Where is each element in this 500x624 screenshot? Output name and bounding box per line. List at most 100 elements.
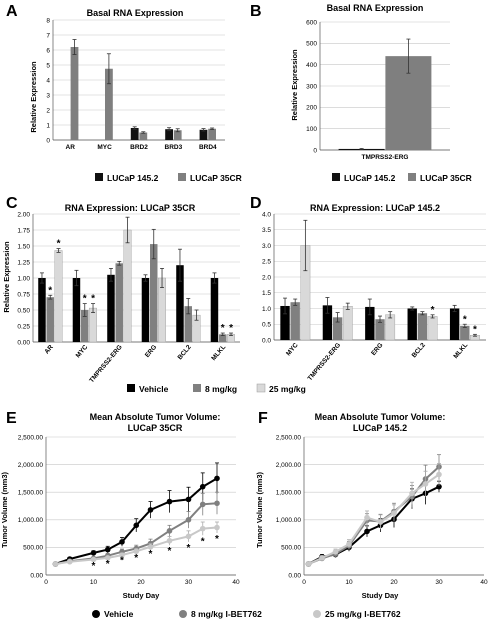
pA-bar (105, 68, 113, 140)
pB-y-tick-label: 100 (306, 126, 317, 133)
panel-f-plot: 0.00 500.00 1,000.00 1,500.00 2,000.00 2,500.… (276, 434, 488, 586)
pF-x-tick-label: 10 (345, 579, 353, 586)
pF-data-point (364, 514, 370, 521)
pA-category-label: BRD4 (199, 144, 217, 151)
pF-series-line (308, 466, 440, 565)
pC-y-tick-label: 0.25 (17, 323, 30, 330)
panel-a-y-axis-label: Relative Expression (29, 61, 38, 133)
pD-y-tick-label: 1.0 (262, 306, 271, 313)
pD-bar (280, 305, 290, 340)
pE-data-point (147, 544, 154, 550)
legend-label-vehicle-dose: Vehicle (104, 609, 134, 619)
panel-label-b: B (250, 3, 262, 20)
pE-data-point (214, 500, 220, 507)
pC-significance-marker: * (229, 323, 233, 334)
legend-label-8mg: 8 mg/kg (205, 384, 237, 394)
pA-y-tick-label: 0 (46, 137, 50, 144)
pA-bar (165, 129, 173, 140)
pF-y-tick-label: 0.00 (288, 572, 301, 579)
pB-y-tick-label: 400 (306, 62, 317, 69)
pE-significance-marker: * (120, 556, 124, 567)
pC-y-tick-label: 1.75 (17, 227, 30, 234)
pA-bar (139, 132, 148, 140)
panel-f-y-axis-label: Tumor Volume (mm3) (255, 472, 264, 548)
panel-label-a: A (6, 3, 18, 20)
pC-bar (184, 306, 192, 342)
pC-bar (89, 307, 97, 343)
pC-bar (150, 244, 158, 342)
pE-x-tick-label: 30 (185, 579, 193, 586)
pF-series-line (308, 473, 440, 565)
pD-bar (322, 305, 333, 340)
panel-e-subtitle: LUCaP 35CR (128, 423, 183, 433)
pE-significance-marker: * (168, 546, 172, 557)
pB-y-tick-label: 0 (313, 147, 317, 154)
pE-y-tick-label: 1,000.00 (18, 517, 44, 524)
pC-category-label: TMPRSS2-ERG (88, 344, 124, 384)
pE-x-tick-label: 10 (90, 579, 98, 586)
panel-f-x-axis-label: Study Day (362, 591, 400, 600)
panel-e-plot: 0.00 500.00 1,000.00 1,500.00 2,000.00 2,500.… (18, 434, 240, 586)
pD-y-tick-label: 4.0 (262, 211, 271, 218)
pC-bar (123, 229, 132, 343)
pF-x-tick-label: 0 (302, 579, 306, 586)
pC-y-tick-label: 1.00 (17, 275, 30, 282)
pA-category-label: BRD2 (130, 144, 148, 151)
pD-category-label: TMPRSS2-ERG (307, 342, 343, 382)
pC-category-label: BCL2 (177, 343, 194, 361)
panel-d-plot: 0.0 0.5 1.0 1.5 2.0 2.5 3.0 3.5 4.0 MYC TMPRSS2-ER… (262, 211, 486, 382)
panel-e-y-axis-label: Tumor Volume (mm3) (0, 472, 9, 548)
pE-data-point (90, 550, 97, 556)
pE-data-point (133, 548, 140, 555)
pF-data-point (305, 561, 312, 567)
pE-significance-marker: * (106, 559, 110, 570)
pD-bar (460, 325, 470, 340)
pF-data-point (436, 483, 442, 490)
pE-data-point (199, 525, 206, 532)
panel-label-e: E (6, 410, 17, 427)
panel-b-title: Basal RNA Expression (327, 3, 424, 13)
pE-data-point (133, 522, 140, 529)
pE-significance-marker: * (187, 543, 191, 554)
pC-bar (46, 297, 54, 342)
pC-y-tick-label: 0.75 (17, 291, 30, 298)
pE-data-point (104, 546, 111, 553)
legend-cell-lines: LUCaP 145.2 LUCaP 35CR LUCaP 145.2 LUCaP… (95, 173, 472, 183)
pF-data-point (364, 528, 370, 535)
pE-significance-marker: * (134, 553, 138, 564)
legend-label-lucap-145: LUCaP 145.2 (107, 173, 159, 183)
pC-bar (141, 278, 150, 342)
pE-significance-marker: * (149, 549, 153, 560)
pD-bar (385, 314, 396, 341)
pA-bar (199, 129, 208, 140)
legend-dosing: Vehicle 8 mg/kg I-BET762 25 mg/kg I-BET7… (92, 609, 401, 619)
pB-y-tick-label: 300 (306, 83, 317, 90)
legend-swatch-lucap-145-b (332, 173, 340, 181)
pC-bar (81, 310, 89, 342)
pE-data-point (214, 524, 220, 531)
pF-data-point (319, 555, 325, 561)
pC-bar (107, 274, 115, 342)
pD-significance-marker: * (431, 305, 435, 316)
pD-bar (365, 306, 375, 340)
pD-bar (375, 319, 385, 340)
pC-bar (210, 278, 219, 342)
legend-marker-25mg (313, 610, 321, 618)
pC-significance-marker: * (48, 285, 52, 296)
legend-label-25mg-dose: 25 mg/kg I-BET762 (325, 609, 401, 619)
pE-data-point (119, 539, 125, 545)
legend-label-lucap-35cr-b: LUCaP 35CR (420, 173, 472, 183)
pA-category-label: AR (66, 144, 76, 151)
pA-y-tick-label: 5 (46, 62, 50, 69)
pE-data-point (185, 517, 192, 523)
panel-a-title: Basal RNA Expression (87, 8, 184, 18)
panel-e-chart: Mean Absolute Tumor Volume: LUCaP 35CR T… (0, 412, 240, 600)
legend-label-25mg: 25 mg/kg (269, 384, 306, 394)
legend-marker-8mg (179, 610, 187, 618)
pE-data-point (214, 475, 220, 482)
panel-e-x-axis-label: Study Day (123, 591, 161, 600)
pC-significance-marker: * (83, 294, 87, 305)
panel-a-plot: 0 1 2 3 4 5 6 7 8 AR MYC BRD2 BRD3 BRD4 (46, 17, 225, 151)
pE-y-tick-label: 0.00 (30, 572, 43, 579)
legend-label-lucap-145-b: LUCaP 145.2 (344, 173, 396, 183)
